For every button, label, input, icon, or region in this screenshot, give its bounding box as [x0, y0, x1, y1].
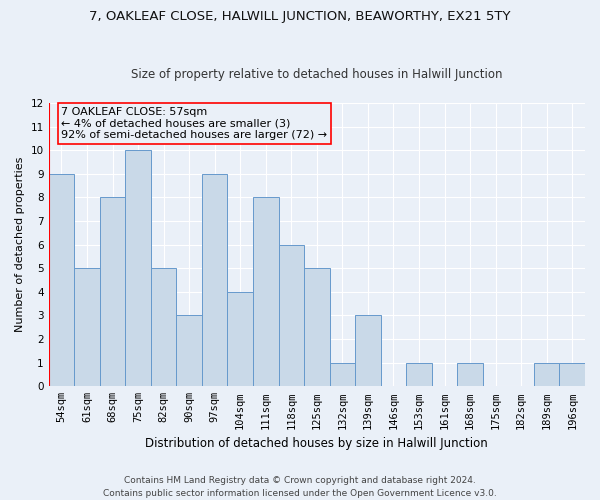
Bar — [559, 362, 585, 386]
Text: 7, OAKLEAF CLOSE, HALWILL JUNCTION, BEAWORTHY, EX21 5TY: 7, OAKLEAF CLOSE, HALWILL JUNCTION, BEAW… — [89, 10, 511, 23]
Bar — [534, 362, 559, 386]
Bar — [457, 362, 483, 386]
Bar — [406, 362, 432, 386]
Bar — [227, 292, 253, 386]
Bar — [125, 150, 151, 386]
Bar — [202, 174, 227, 386]
Bar — [253, 198, 278, 386]
Bar — [74, 268, 100, 386]
Bar — [49, 174, 74, 386]
Bar — [100, 198, 125, 386]
Bar — [304, 268, 329, 386]
Bar — [151, 268, 176, 386]
Bar — [176, 316, 202, 386]
Bar — [329, 362, 355, 386]
Bar — [355, 316, 380, 386]
Text: 7 OAKLEAF CLOSE: 57sqm
← 4% of detached houses are smaller (3)
92% of semi-detac: 7 OAKLEAF CLOSE: 57sqm ← 4% of detached … — [61, 106, 328, 140]
Title: Size of property relative to detached houses in Halwill Junction: Size of property relative to detached ho… — [131, 68, 503, 81]
Y-axis label: Number of detached properties: Number of detached properties — [15, 157, 25, 332]
Text: Contains HM Land Registry data © Crown copyright and database right 2024.
Contai: Contains HM Land Registry data © Crown c… — [103, 476, 497, 498]
X-axis label: Distribution of detached houses by size in Halwill Junction: Distribution of detached houses by size … — [145, 437, 488, 450]
Bar — [278, 244, 304, 386]
